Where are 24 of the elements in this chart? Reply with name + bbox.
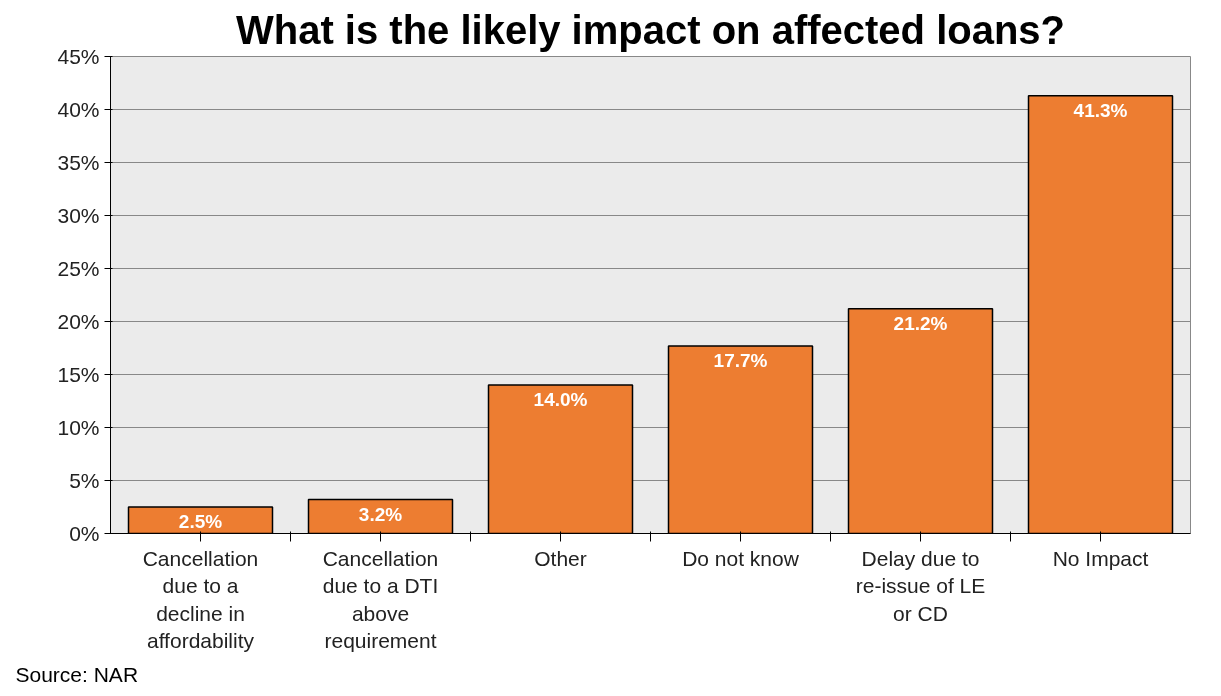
- y-tick-label: 35%: [57, 151, 100, 174]
- y-tick-label: 45%: [57, 45, 100, 68]
- chart-title: What is the likely impact on affected loans?: [235, 7, 1066, 52]
- y-tick-label: 40%: [57, 98, 100, 121]
- y-tick-label: 25%: [57, 257, 100, 280]
- y-tick-label: 30%: [57, 204, 100, 227]
- data-label: 21.2%: [893, 312, 948, 334]
- x-tick-label: Do not know: [682, 546, 800, 570]
- x-tick-label: No Impact: [1052, 546, 1149, 570]
- y-tick-label: 5%: [69, 469, 100, 492]
- data-label: 41.3%: [1073, 99, 1128, 121]
- data-label: 14.0%: [533, 389, 588, 411]
- x-tick-label: Cancellation due to a decline in affordability: [142, 546, 259, 653]
- x-tick-label: Other: [534, 546, 587, 570]
- data-label: 2.5%: [178, 511, 223, 532]
- y-tick-label: 0%: [69, 522, 100, 545]
- y-tick-label: 10%: [57, 416, 100, 439]
- data-label: 3.2%: [358, 503, 403, 525]
- source-note: Source: NAR: [15, 662, 139, 686]
- data-label: 17.7%: [713, 349, 768, 371]
- y-tick-label: 15%: [57, 363, 100, 386]
- y-tick-label: 20%: [57, 310, 100, 333]
- x-tick-label: Delay due to re-issue of LE or CD: [855, 546, 986, 625]
- x-tick-label: Cancellation due to a DTI above requirement: [322, 546, 439, 653]
